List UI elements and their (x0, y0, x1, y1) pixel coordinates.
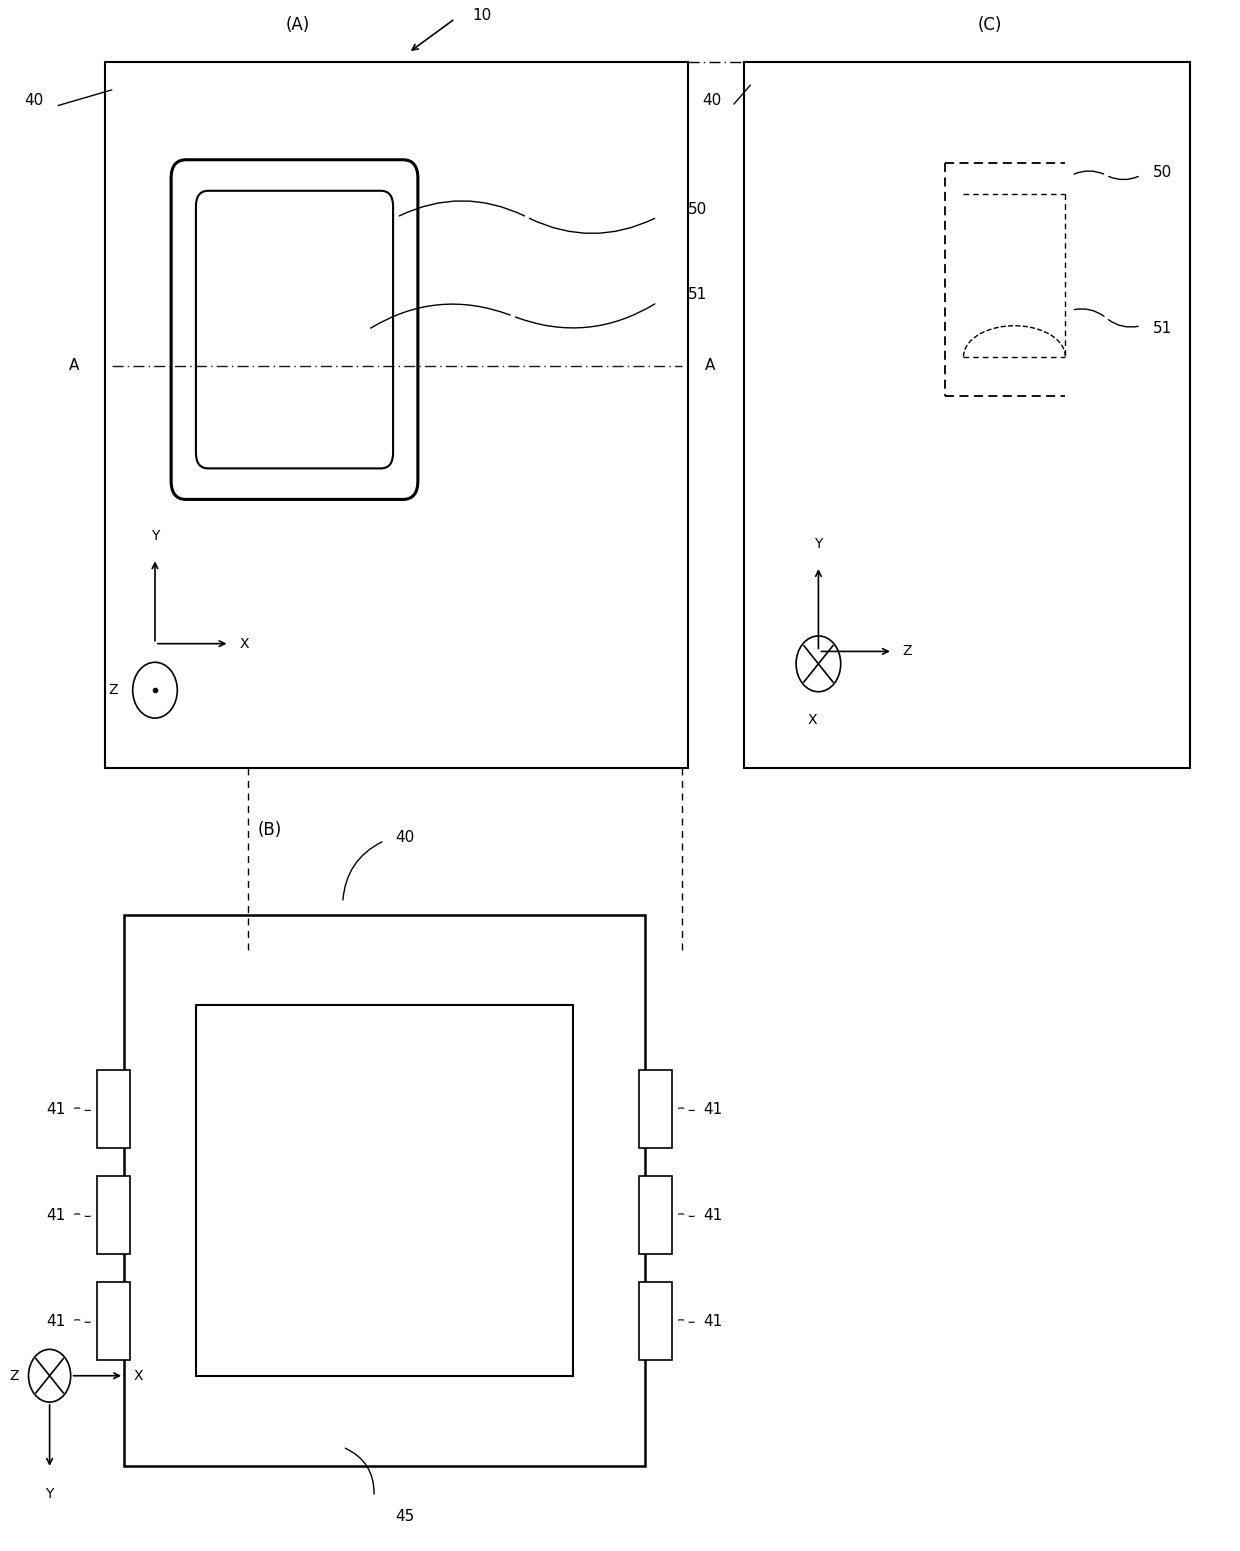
Text: A: A (706, 358, 715, 374)
Text: 40: 40 (702, 93, 722, 109)
Text: (A): (A) (285, 16, 310, 34)
Text: Z: Z (903, 644, 913, 659)
Text: Z: Z (108, 682, 118, 698)
Text: 51: 51 (1153, 321, 1173, 337)
FancyBboxPatch shape (171, 160, 418, 499)
Bar (97, 1070, 130, 1148)
Text: 41: 41 (46, 1101, 66, 1117)
Bar (639, 1176, 672, 1253)
FancyBboxPatch shape (196, 191, 393, 468)
Text: 10: 10 (472, 8, 492, 23)
Text: 40: 40 (24, 93, 43, 109)
Text: (C): (C) (977, 16, 1002, 34)
Bar (97, 1176, 130, 1253)
Text: X: X (807, 713, 817, 727)
Bar (124, 915, 645, 1466)
Text: 41: 41 (703, 1208, 723, 1222)
Text: (B): (B) (258, 820, 281, 839)
Text: 40: 40 (394, 830, 414, 845)
Text: Y: Y (46, 1487, 53, 1501)
Text: 41: 41 (46, 1208, 66, 1222)
Bar (639, 1070, 672, 1148)
Text: Y: Y (151, 529, 159, 543)
Text: 50: 50 (688, 202, 708, 217)
Text: Z: Z (9, 1368, 19, 1383)
Bar (744, 62, 1190, 768)
Text: X: X (134, 1368, 144, 1383)
Bar (196, 1005, 573, 1376)
Bar (97, 1283, 130, 1360)
Bar (105, 62, 688, 768)
Text: Y: Y (815, 537, 822, 551)
Text: 51: 51 (688, 287, 708, 302)
Text: X: X (239, 636, 249, 651)
Bar (639, 1283, 672, 1360)
Text: A: A (69, 358, 79, 374)
Text: 41: 41 (703, 1314, 723, 1329)
Text: 45: 45 (394, 1509, 414, 1525)
Text: 50: 50 (1153, 164, 1173, 180)
Text: 41: 41 (46, 1314, 66, 1329)
Text: 41: 41 (703, 1101, 723, 1117)
